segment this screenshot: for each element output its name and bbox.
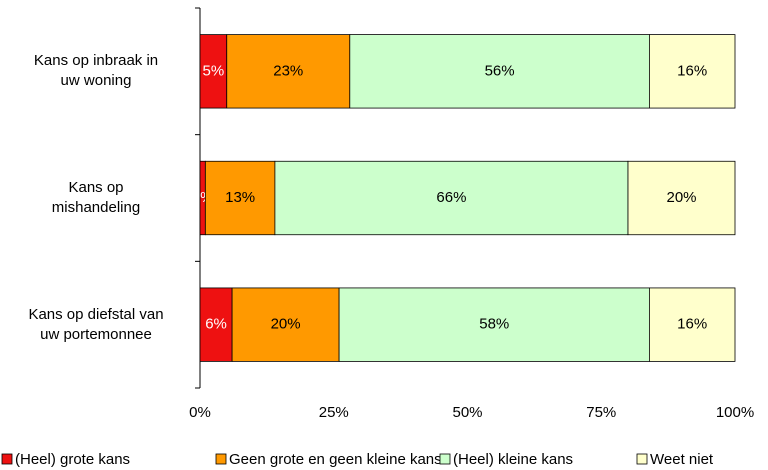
legend-swatch — [1, 453, 13, 465]
x-tick-label: 0% — [189, 404, 211, 421]
bar-segment — [199, 287, 233, 362]
category-label: Kans op inbraak in uw woning — [33, 52, 159, 90]
category-label: Kans op mishandeling — [51, 179, 141, 216]
data-label: 56% — [485, 62, 515, 79]
x-tick-label: 100% — [716, 404, 754, 421]
bar-segment — [627, 160, 736, 236]
bar-segment — [338, 287, 650, 362]
legend-label: Weet niet — [650, 451, 714, 468]
legend-label: (Heel) kleine kans — [453, 451, 573, 468]
data-label: 5% — [203, 62, 225, 79]
data-label: 16% — [677, 316, 707, 333]
data-label: 66% — [436, 189, 466, 206]
data-label: 20% — [666, 189, 696, 206]
legend-swatch — [215, 453, 227, 465]
legend-label: (Heel) grote kans — [15, 451, 130, 468]
data-label: 16% — [677, 62, 707, 79]
data-label: 6% — [205, 316, 227, 333]
bar-segment — [204, 160, 276, 236]
x-tick-label: 50% — [452, 404, 482, 421]
bar-segment — [649, 34, 736, 109]
legend-label: Geen grote en geen kleine kans — [229, 451, 442, 468]
category-label: Kans op diefstal van uw portemonnee — [28, 305, 164, 343]
data-label: 13% — [225, 189, 255, 206]
x-tick-label: 25% — [319, 404, 349, 421]
bar-segment — [274, 160, 629, 236]
data-label: 20% — [271, 316, 301, 333]
legend-swatch — [439, 453, 451, 465]
x-tick-label: 75% — [586, 404, 616, 421]
legend-swatch — [636, 453, 648, 465]
data-label: 23% — [273, 62, 303, 79]
bar-segment — [649, 287, 736, 362]
data-label: 58% — [479, 316, 509, 333]
bar-segment — [199, 34, 228, 109]
